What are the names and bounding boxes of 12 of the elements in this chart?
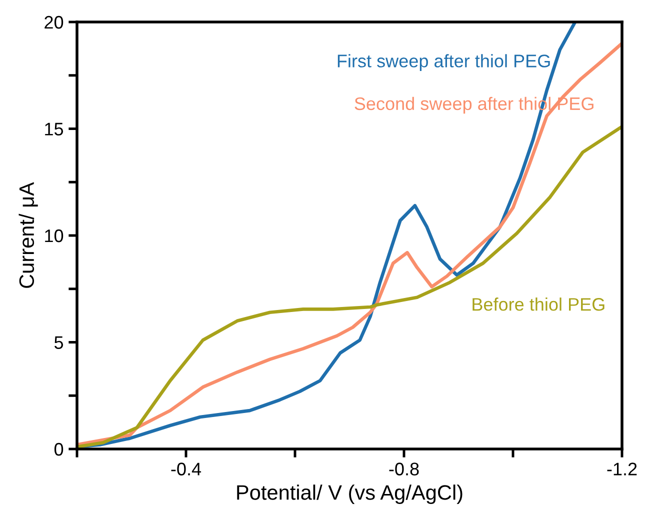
x-tick-label: -1.2 [607, 462, 637, 476]
series-label: Before thiol PEG [472, 298, 604, 311]
x-tick-label: -0.4 [171, 462, 202, 476]
y-tick-label: 5 [54, 336, 64, 349]
y-tick-label: 0 [54, 442, 64, 456]
y-tick-label: 10 [45, 229, 64, 242]
y-tick-label: 20 [44, 16, 64, 29]
series-label: First sweep after thiol PEG [338, 54, 550, 71]
y-tick-label: 15 [45, 122, 64, 136]
x-axis-title: Potential/ V (vs Ag/AgCl) [237, 484, 462, 504]
y-axis-title: Current/ μA [18, 182, 38, 288]
x-tick-label: -0.8 [389, 462, 419, 476]
